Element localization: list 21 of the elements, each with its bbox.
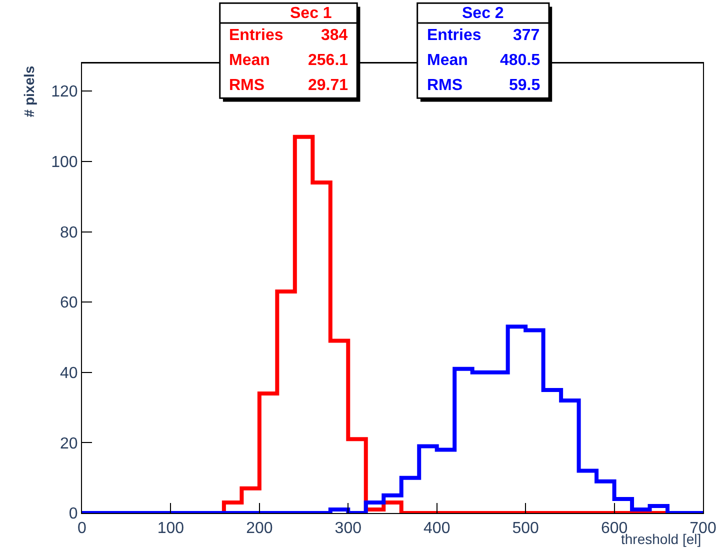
text: RMS 59.5 [427, 77, 540, 94]
text: Sec 2 [462, 5, 504, 22]
text: Mean 480.5 [427, 52, 540, 69]
text: Entries 384 [229, 27, 348, 44]
text: RMS 29.71 [229, 77, 348, 94]
y-tick-label: 100 [51, 154, 78, 172]
y-tick-label: 0 [68, 506, 78, 523]
y-tick-label: 20 [60, 435, 78, 452]
x-tick-label: 300 [334, 520, 362, 538]
y-tick-label: 120 [51, 84, 78, 101]
y-tick-label: 40 [60, 364, 78, 382]
text: Mean 256.1 [229, 52, 348, 69]
y-axis-title: # pixels [21, 66, 38, 118]
y-tick-label: 80 [60, 224, 78, 242]
x-tick-label: 100 [157, 520, 184, 538]
y-tick-label: 60 [60, 294, 78, 312]
x-tick-label: 400 [424, 520, 450, 538]
text: Entries 377 [427, 27, 540, 44]
x-tick-label: 500 [512, 520, 540, 538]
x-tick-label: 200 [246, 520, 273, 538]
text: Sec 1 [290, 5, 332, 22]
